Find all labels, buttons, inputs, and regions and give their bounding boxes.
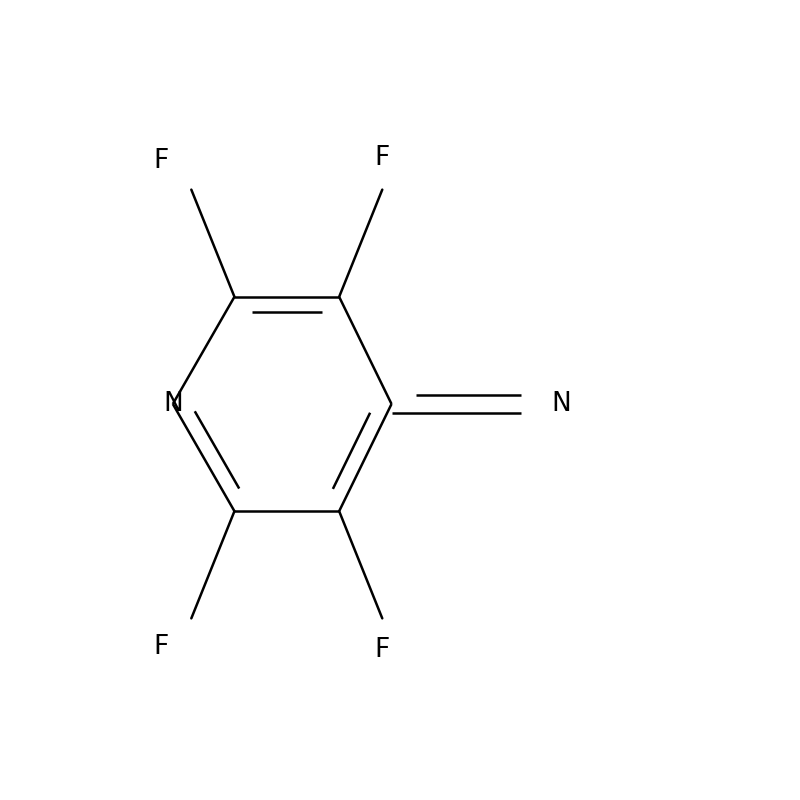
Text: F: F (153, 634, 168, 660)
Text: F: F (374, 145, 390, 170)
Text: F: F (153, 148, 168, 174)
Text: F: F (374, 638, 390, 663)
Text: N: N (552, 391, 571, 417)
Text: N: N (163, 391, 182, 417)
